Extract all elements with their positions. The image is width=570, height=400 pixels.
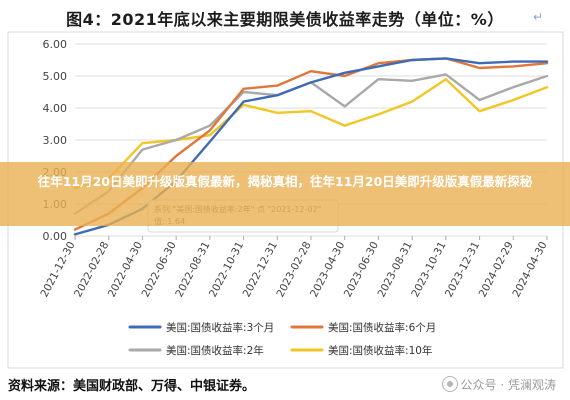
overlay-banner — [0, 162, 570, 226]
wechat-icon — [441, 376, 458, 392]
x-tick-label: 2022-12-31 — [241, 240, 280, 300]
series-line-10y — [73, 78, 549, 190]
y-tick-label: 0.00 — [43, 230, 68, 243]
y-tick-label: 4.00 — [43, 102, 68, 115]
x-tick-label: 2023-12-31 — [443, 240, 482, 300]
legend-label: 美国:国债收益率:2年 — [166, 344, 264, 357]
x-tick-label: 2023-10-31 — [409, 240, 448, 300]
legend-label: 美国:国债收益率:10年 — [328, 344, 432, 357]
x-tick-label: 2022-08-31 — [173, 240, 212, 300]
x-tick-label: 2023-06-30 — [342, 240, 381, 300]
x-tick-label: 2021-12-30 — [38, 240, 77, 300]
watermark-text: 公众号 · 凭澜观涛 — [460, 378, 556, 392]
x-tick-label: 2024-02-29 — [477, 240, 516, 300]
x-tick-label: 2023-02-28 — [274, 240, 313, 300]
x-tick-label: 2022-06-30 — [140, 240, 179, 300]
chart-title: 图4：2021年底以来主要期限美债收益率走势（单位：%） — [66, 10, 504, 29]
legend-label: 美国:国债收益率:3个月 — [166, 321, 274, 334]
y-tick-label: 5.00 — [43, 70, 68, 83]
x-tick-label: 2022-02-28 — [72, 240, 111, 300]
arrow-icon: ↵ — [533, 10, 544, 24]
x-tick-label: 2024-04-30 — [510, 240, 549, 300]
x-tick-label: 2022-10-31 — [207, 240, 246, 300]
y-tick-label: 6.00 — [43, 38, 68, 51]
legend-label: 美国:国债收益率:6个月 — [328, 321, 436, 334]
x-tick-label: 2023-08-31 — [376, 240, 415, 300]
x-tick-label: 2023-04-30 — [308, 240, 347, 300]
y-tick-label: 3.00 — [43, 134, 68, 147]
watermark: 公众号 · 凭澜观涛 — [441, 376, 556, 393]
source-note: 资料来源：美国财政部、万得、中银证券。 — [8, 379, 256, 394]
overlay-headline[interactable]: 往年11月20日美即升级版真假最新，揭秘真相，往年11月20日美即升级版真假最新… — [37, 174, 533, 189]
x-tick-label: 2022-04-30 — [106, 240, 145, 300]
